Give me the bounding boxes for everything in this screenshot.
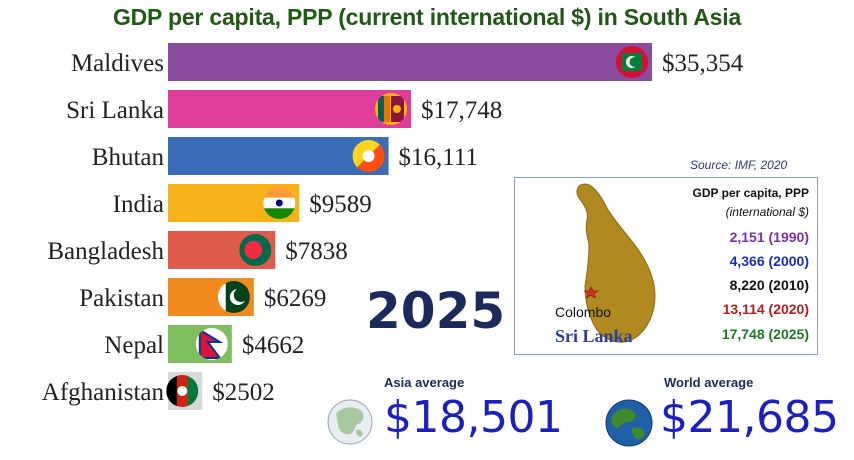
- value-label: $17,748: [421, 97, 502, 124]
- world-average-value: $21,685: [660, 392, 839, 443]
- value-label: $16,111: [399, 144, 478, 171]
- category-label: Nepal: [104, 332, 164, 359]
- history-item: 4,366 (2000): [729, 253, 809, 269]
- inset-subtitle: (international $): [725, 205, 809, 219]
- history-item: 13,114 (2020): [722, 301, 809, 317]
- inset-title: GDP per capita, PPP: [692, 186, 810, 200]
- country-label: Sri Lanka: [555, 326, 633, 346]
- india-flag-icon: [263, 187, 296, 219]
- category-label: Maldives: [71, 50, 164, 77]
- maldives-flag-icon: [616, 46, 648, 78]
- bar: [168, 137, 389, 175]
- sri-lanka-inset: GDP per capita, PPP (international $) 2,…: [514, 177, 818, 355]
- category-label: Afghanistan: [42, 379, 165, 406]
- category-label: Bhutan: [92, 144, 165, 171]
- bangladesh-flag-icon: [239, 234, 272, 266]
- nepal-flag-icon: [195, 328, 228, 360]
- category-label: Bangladesh: [47, 238, 164, 265]
- sri-lanka-flag-icon: [374, 93, 407, 125]
- value-label: $6269: [264, 285, 327, 312]
- asia-average-label: Asia average: [384, 375, 465, 390]
- chart-title: GDP per capita, PPP (current internation…: [112, 4, 742, 30]
- value-label: $4662: [242, 332, 305, 359]
- capital-label: Colombo: [555, 304, 612, 320]
- category-label: Sri Lanka: [66, 97, 164, 124]
- sri-lanka-map-icon: [576, 183, 656, 343]
- history-item: 17,748 (2025): [721, 326, 809, 342]
- value-label: $35,354: [662, 50, 744, 77]
- category-label: Pakistan: [79, 285, 164, 312]
- world-average-label: World average: [664, 375, 754, 390]
- history-item: 2,151 (1990): [729, 229, 809, 245]
- world-globe-icon: [605, 399, 653, 447]
- bar: [168, 43, 652, 81]
- source-note: Source: IMF, 2020: [690, 158, 788, 172]
- afghanistan-flag-icon: [166, 375, 199, 407]
- value-label: $7838: [285, 238, 348, 265]
- value-label: $2502: [212, 379, 274, 406]
- bar: [168, 90, 411, 128]
- history-item: 8,220 (2010): [729, 277, 809, 293]
- year-label: 2025: [366, 282, 506, 340]
- bhutan-flag-icon: [352, 140, 385, 172]
- capital-star-icon: [583, 286, 599, 299]
- pakistan-flag-icon: [217, 281, 250, 313]
- value-label: $9589: [309, 191, 372, 218]
- category-label: India: [113, 191, 164, 218]
- asia-average-value: $18,501: [384, 392, 563, 443]
- asia-globe-icon: [327, 399, 373, 445]
